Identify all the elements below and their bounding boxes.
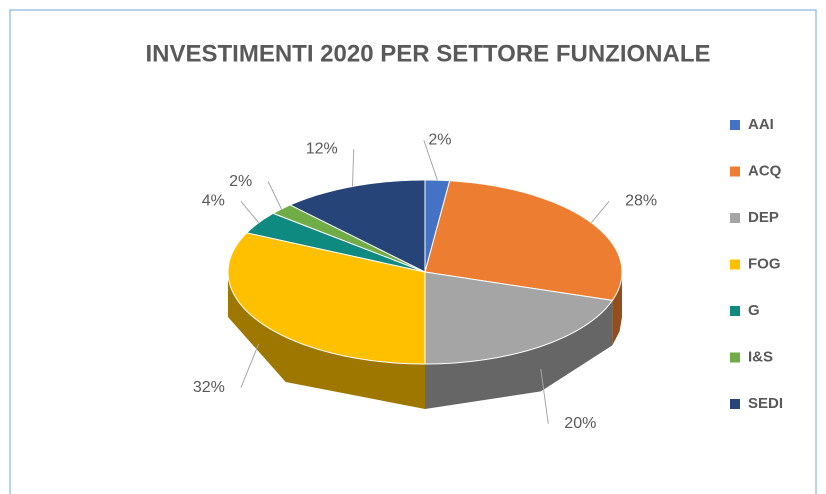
leader-line <box>267 181 282 210</box>
legend-swatch <box>730 120 740 130</box>
pie-slice <box>424 271 614 365</box>
leader-line <box>423 140 438 181</box>
leader-line <box>351 149 355 187</box>
legend-label: SEDI <box>748 395 783 412</box>
legend-label: G <box>748 302 760 319</box>
pie-slice <box>272 204 426 273</box>
leader-line <box>540 368 549 424</box>
pie-slice-side <box>425 300 613 409</box>
pie-slice <box>245 212 426 273</box>
data-label: 12% <box>306 140 338 157</box>
legend-label: I&S <box>748 348 773 365</box>
legend-swatch <box>730 259 740 270</box>
data-label: 32% <box>193 379 225 396</box>
legend-swatch <box>730 213 740 223</box>
pie-slice-side <box>228 272 425 409</box>
legend-label: FOG <box>748 255 781 272</box>
pie-slice <box>227 232 426 365</box>
data-label: 4% <box>202 192 225 209</box>
chart-title: INVESTIMENTI 2020 PER SETTORE FUNZIONALE <box>146 40 711 67</box>
data-label: 28% <box>625 192 657 209</box>
pie-slice-side <box>612 272 622 346</box>
legend-label: AAI <box>748 116 774 133</box>
legend-swatch <box>730 306 740 316</box>
leader-line <box>240 343 260 388</box>
leader-line <box>240 200 260 224</box>
data-label: 2% <box>229 173 252 190</box>
legend-swatch <box>730 166 740 177</box>
legend-label: ACQ <box>748 162 782 179</box>
data-label: 20% <box>564 415 596 432</box>
leader-line <box>590 200 610 224</box>
legend-label: DEP <box>748 209 779 226</box>
legend-swatch <box>730 352 740 363</box>
legend-swatch <box>730 399 740 409</box>
data-label: 2% <box>428 131 451 148</box>
